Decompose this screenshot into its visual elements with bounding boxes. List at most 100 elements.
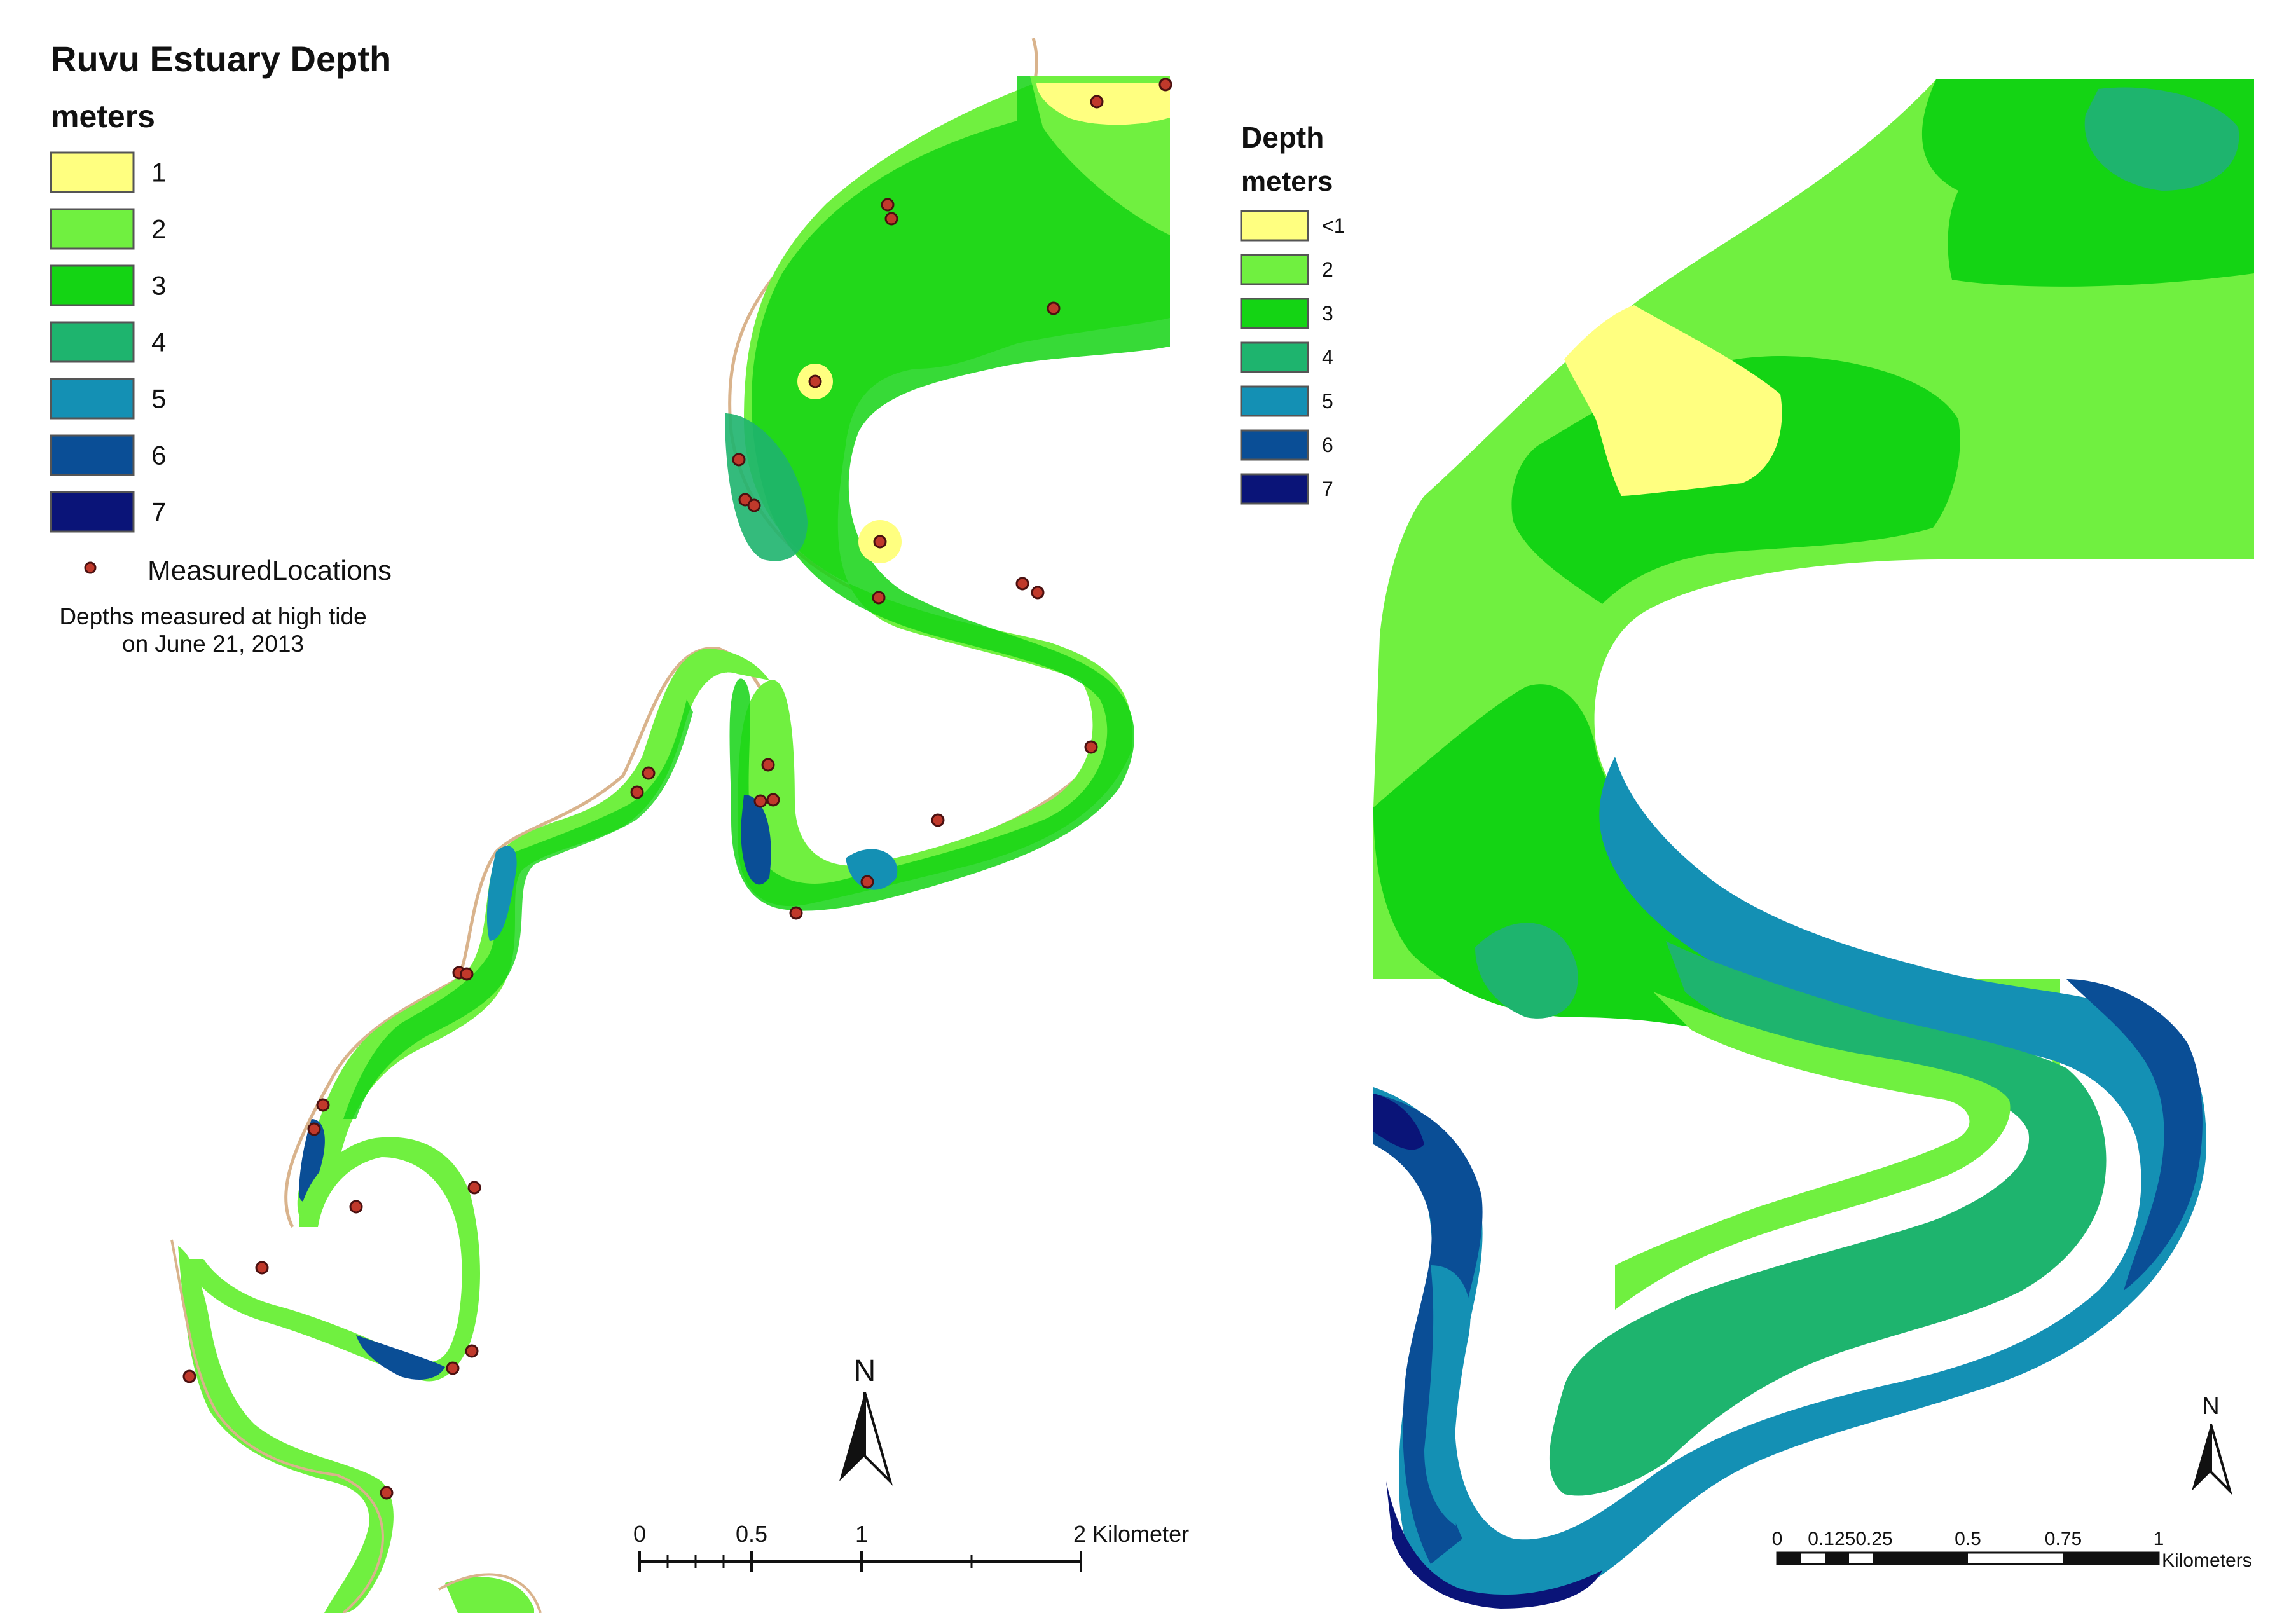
left-channel-fragment (445, 1577, 534, 1613)
depth-note-line2: on June 21, 2013 (122, 631, 304, 657)
right-deep-zone-7 (1373, 1094, 1424, 1150)
legend-swatch (1240, 298, 1309, 329)
left-map-title: Ruvu Estuary Depth (51, 39, 391, 79)
left-legend: Ruvu Estuary Depth meters 1 2 3 4 5 6 7 Measur… (50, 39, 392, 657)
measured-location-point (732, 453, 746, 467)
legend-swatch (1240, 341, 1309, 373)
left-channel-arm (178, 1246, 394, 1613)
measured-location-point (465, 1344, 479, 1358)
legend-swatch (50, 151, 135, 193)
measured-location-symbol (84, 561, 97, 574)
left-deep-patch (725, 413, 808, 561)
left-scale-tick: 0.5 (736, 1521, 767, 1547)
right-deep-zone-6 (2066, 979, 2203, 1291)
right-deep-zone-4 (2084, 87, 2239, 191)
right-legend: Depth meters <1 2 3 4 5 6 7 (1240, 121, 1345, 505)
right-scale-tick: 0.1250.25 (1808, 1528, 1892, 1549)
right-deep-zone-6 (1373, 1094, 1483, 1564)
right-scale-tick: 1 (2154, 1528, 2164, 1549)
left-river-map (170, 38, 1172, 1613)
measured-location-point (460, 967, 474, 981)
legend-label: 6 (151, 441, 166, 470)
measured-location-point (446, 1361, 460, 1375)
legend-label: 2 (1322, 258, 1333, 281)
legend-swatch (50, 208, 135, 250)
measured-locations-label: MeasuredLocations (148, 555, 392, 586)
legend-swatch (1240, 473, 1309, 505)
measured-location-point (808, 374, 822, 388)
right-legend-title: Depth (1241, 121, 1324, 154)
legend-swatch (1240, 429, 1309, 461)
legend-swatch (50, 434, 135, 476)
right-deep-zone-4 (1475, 923, 1578, 1019)
left-channel-lower-mid (343, 699, 693, 1119)
measured-location-point (307, 1122, 321, 1136)
measured-location-point (881, 198, 895, 212)
measured-location-point (766, 793, 780, 807)
right-deep-zone-5 (1424, 1265, 1471, 1526)
legend-label: 7 (151, 497, 166, 527)
right-north-label: N (2202, 1393, 2219, 1420)
legend-swatch (50, 321, 135, 363)
right-legend-units: meters (1241, 166, 1333, 197)
measured-location-point (1031, 586, 1045, 600)
measured-location-point (747, 498, 761, 512)
left-channel-lower (297, 649, 769, 1222)
left-deep-patch (846, 849, 898, 890)
north-arrow-icon (863, 1392, 893, 1486)
measured-location-point (753, 794, 767, 808)
measured-location-point (1158, 78, 1172, 92)
north-arrow-icon (2192, 1424, 2211, 1491)
left-riverbank-outline (170, 1239, 384, 1613)
legend-swatch (50, 491, 135, 533)
measured-location-point (380, 1486, 394, 1500)
left-deep-patch (299, 1119, 325, 1202)
left-channel-top (729, 76, 1170, 911)
north-arrow-icon (2210, 1424, 2233, 1495)
right-scale-tick: 0.75 (2045, 1528, 2082, 1549)
left-north-label: N (854, 1354, 876, 1388)
legend-label: 4 (151, 327, 166, 357)
legend-label: 6 (1322, 434, 1333, 456)
measured-location-point (316, 1098, 330, 1112)
measured-location-point (630, 785, 644, 799)
legend-label: 5 (151, 384, 166, 414)
legend-label: 3 (151, 271, 166, 301)
measured-location-point (860, 875, 874, 889)
measured-location-point (467, 1181, 481, 1195)
legend-swatch (50, 378, 135, 420)
measured-location-point (1015, 577, 1029, 591)
legend-label: 4 (1322, 346, 1333, 369)
legend-label: 7 (1322, 477, 1333, 500)
left-deep-patch (356, 1335, 445, 1380)
measured-location-point (872, 591, 886, 605)
measured-location-point (761, 758, 775, 772)
measured-location-point (1090, 95, 1104, 109)
right-deep-channel-outer (1373, 757, 2206, 1601)
legend-label: <1 (1322, 214, 1345, 237)
right-north-arrow: N (2192, 1393, 2233, 1495)
left-deep-patch (486, 846, 517, 941)
measured-location-point (642, 766, 656, 780)
right-scale-unit: Kilometers (2162, 1550, 2252, 1571)
legend-swatch (1240, 385, 1309, 417)
measured-location-point (884, 212, 898, 226)
north-arrow-icon (839, 1392, 865, 1481)
right-river-map (1373, 79, 2254, 1609)
legend-label: 1 (151, 158, 166, 188)
legend-swatch (1240, 254, 1309, 285)
left-scale-tick: 1 (855, 1521, 868, 1547)
right-scale-tick: 0.5 (1955, 1528, 1981, 1549)
legend-swatch (50, 264, 135, 306)
right-shallow-zone (1564, 305, 1782, 496)
left-legend-units: meters (51, 99, 155, 134)
legend-label: 5 (1322, 390, 1333, 413)
measured-location-point (349, 1200, 363, 1214)
measured-location-point (1084, 740, 1098, 754)
measured-location-point (789, 906, 803, 920)
left-scale-tick: 0 (633, 1521, 646, 1547)
right-scale-bar: 0 0.1250.25 0.5 0.75 1 Kilometers (1772, 1528, 2252, 1571)
left-deep-patch (741, 795, 771, 885)
left-riverbank-outline (438, 1573, 542, 1613)
